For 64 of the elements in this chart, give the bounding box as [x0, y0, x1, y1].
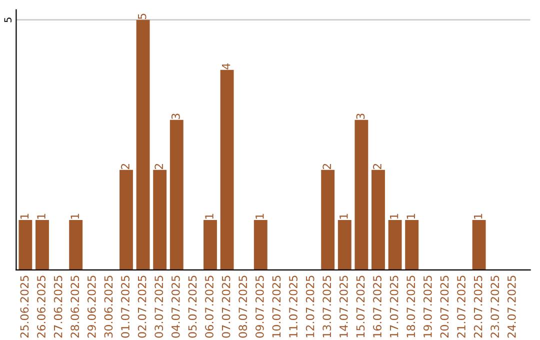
- bar: [36, 220, 49, 270]
- x-tick-label: 09.07.2025: [255, 276, 264, 338]
- bar: [338, 220, 352, 270]
- bar: [170, 120, 184, 270]
- x-tick-label: 06.07.2025: [205, 276, 214, 338]
- x-tick-label: 11.07.2025: [289, 276, 298, 338]
- data-label: 1: [406, 214, 415, 219]
- x-tick-label: 08.07.2025: [238, 276, 248, 338]
- data-label: 3: [356, 114, 365, 120]
- x-tick-label: 26.06.2025: [37, 276, 46, 338]
- x-tick-label: 27.06.2025: [54, 276, 62, 338]
- bar: [69, 220, 83, 270]
- x-tick-label: 30.06.2025: [104, 276, 113, 338]
- x-tick-label: 10.07.2025: [272, 276, 281, 338]
- data-label: 1: [70, 214, 79, 219]
- x-tick-label: 04.07.2025: [171, 276, 180, 338]
- x-tick-label: 20.07.2025: [440, 276, 449, 338]
- bar: [120, 170, 133, 270]
- x-tick-label: 21.07.2025: [457, 276, 466, 338]
- x-tick-label: 01.07.2025: [121, 276, 130, 338]
- x-tick-label: 22.07.2025: [474, 276, 482, 338]
- x-tick-label: 23.07.2025: [490, 276, 500, 338]
- x-tick-label: 07.07.2025: [222, 276, 230, 338]
- x-tick-label: 16.07.2025: [373, 276, 382, 338]
- x-tick-label: 15.07.2025: [356, 276, 365, 338]
- bar: [153, 170, 167, 270]
- x-tick-label: 02.07.2025: [138, 276, 146, 338]
- data-label: 2: [154, 164, 163, 170]
- data-label: 1: [37, 214, 46, 219]
- bar: [472, 220, 486, 270]
- data-label: 1: [340, 214, 348, 219]
- x-tick-label: 18.07.2025: [406, 276, 416, 338]
- x-tick-label: 13.07.2025: [322, 276, 332, 338]
- data-label: 1: [390, 214, 398, 219]
- x-tick-label: 24.07.2025: [507, 276, 516, 338]
- bar: [254, 220, 268, 270]
- bar: [354, 120, 368, 270]
- x-tick-label: 25.06.2025: [20, 276, 29, 338]
- data-label: 2: [121, 164, 130, 170]
- bar: [372, 170, 385, 270]
- data-label: 1: [205, 214, 214, 219]
- x-tick-label: 29.06.2025: [87, 276, 96, 338]
- data-label: 2: [322, 164, 331, 170]
- bar: [405, 220, 419, 270]
- bar: [204, 220, 217, 270]
- data-label: 2: [373, 164, 382, 170]
- bar: [220, 70, 234, 270]
- data-label: 1: [20, 214, 29, 219]
- x-tick-label: 05.07.2025: [188, 276, 197, 338]
- data-label: 3: [171, 114, 180, 120]
- bar: [136, 20, 150, 270]
- x-tick-label: 28.06.2025: [70, 276, 80, 338]
- x-tick-label: 12.07.2025: [306, 276, 314, 338]
- bar: [18, 220, 32, 270]
- data-label: 5: [138, 14, 146, 20]
- x-tick-label: 17.07.2025: [390, 276, 398, 338]
- data-label: 1: [256, 214, 264, 219]
- x-tick-label: 19.07.2025: [423, 276, 432, 338]
- bar: [388, 220, 402, 270]
- data-label: 4: [222, 63, 230, 70]
- x-tick-label: 14.07.2025: [339, 276, 348, 338]
- x-tick-label: 03.07.2025: [154, 276, 164, 338]
- bar: [321, 170, 335, 270]
- data-label: 1: [474, 214, 482, 219]
